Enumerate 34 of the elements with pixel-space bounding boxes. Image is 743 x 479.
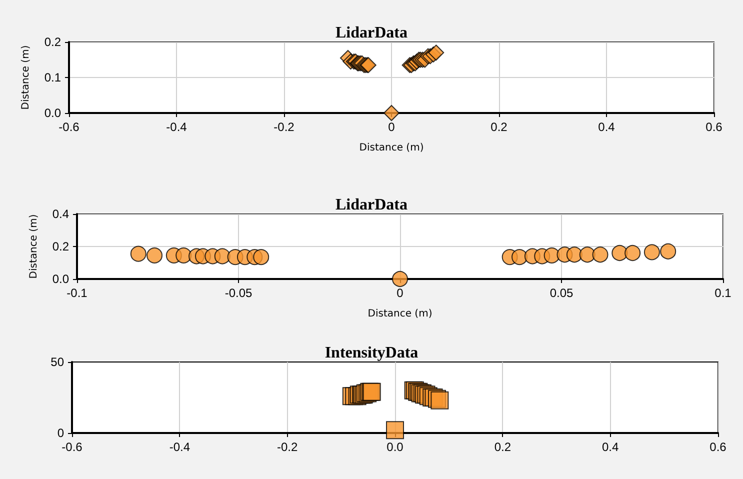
x-tick-label: 0.6 xyxy=(706,120,723,134)
x-tick-label: 0.4 xyxy=(602,440,619,454)
x-tick-label: 0.2 xyxy=(494,440,512,454)
x-tick-label: 0.2 xyxy=(490,120,508,134)
x-tick-label: -0.6 xyxy=(62,440,83,454)
x-tick-label: 0.6 xyxy=(710,440,727,454)
x-axis-title: Distance (m) xyxy=(359,142,424,154)
x-axis-title: Distance (m) xyxy=(368,308,432,320)
x-tick-label: 0.0 xyxy=(386,440,404,454)
x-tick-label: -0.4 xyxy=(169,440,190,454)
chart-title: IntensityData xyxy=(324,344,418,362)
x-tick-label: 0 xyxy=(396,286,404,300)
x-tick-label: 0.4 xyxy=(598,120,616,134)
y-tick-label: 0 xyxy=(57,426,64,440)
y-tick-label: 0.0 xyxy=(44,106,62,120)
x-tick-label: -0.2 xyxy=(276,440,298,454)
x-tick-label: -0.1 xyxy=(66,286,88,300)
y-tick-label: 0.2 xyxy=(44,35,62,49)
x-tick-label: 0.1 xyxy=(714,286,732,300)
y-tick-label: 0.2 xyxy=(52,240,70,254)
x-tick-label: -0.6 xyxy=(58,120,80,134)
y-tick-label: 0.1 xyxy=(44,70,62,84)
y-axis-title: Distance (m) xyxy=(20,45,32,110)
chart-title: LidarData xyxy=(336,24,408,42)
chart-title: LidarData xyxy=(336,196,408,214)
x-tick-label: -0.05 xyxy=(224,286,252,300)
x-tick-label: 0.05 xyxy=(550,286,574,300)
x-tick-label: -0.2 xyxy=(274,120,295,134)
y-tick-label: 0.4 xyxy=(52,207,70,221)
y-axis-title: Distance (m) xyxy=(28,214,40,279)
x-tick-label: -0.4 xyxy=(166,120,188,134)
y-tick-label: 50 xyxy=(50,355,64,369)
x-tick-label: 0 xyxy=(388,120,396,134)
y-tick-label: 0.0 xyxy=(52,272,70,286)
